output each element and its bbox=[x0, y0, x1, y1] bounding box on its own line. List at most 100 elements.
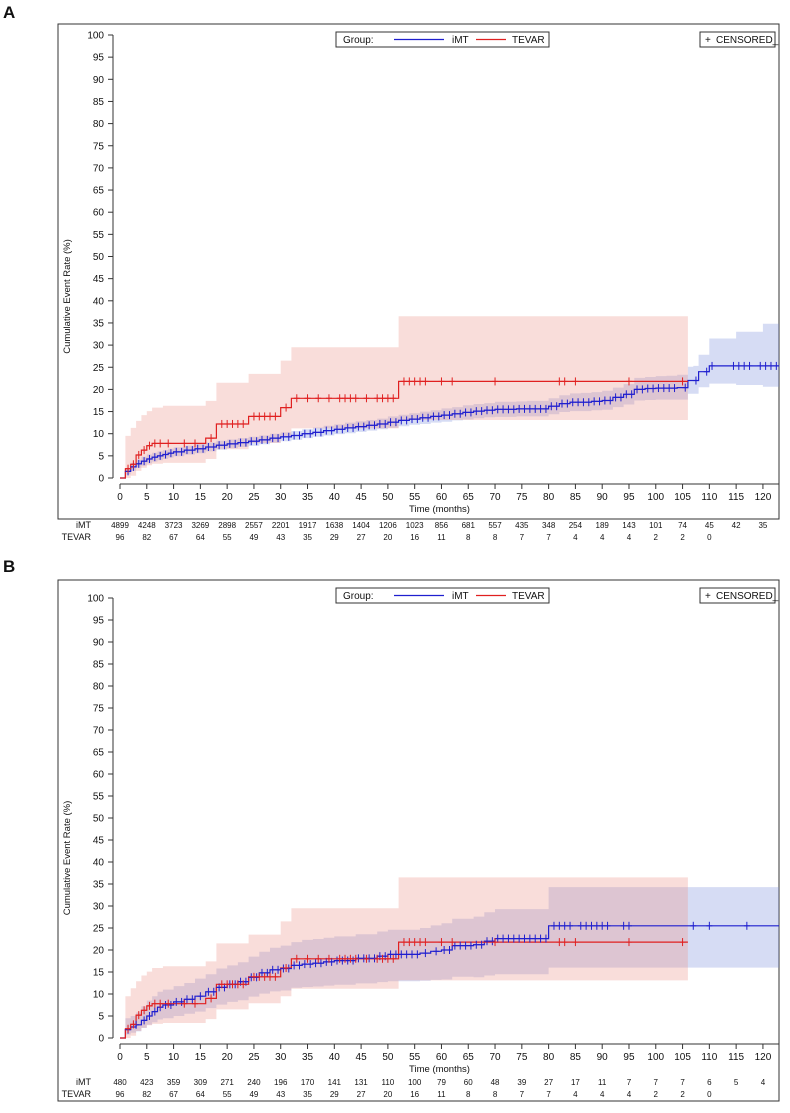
censor-mark-imt bbox=[478, 940, 485, 949]
censor-mark-imt bbox=[644, 384, 651, 393]
censor-mark-imt bbox=[194, 444, 201, 453]
risk-count: 2 bbox=[654, 533, 659, 542]
censor-mark-tevar bbox=[234, 419, 241, 428]
censor-mark-imt bbox=[157, 451, 164, 460]
risk-count: 49 bbox=[249, 1090, 258, 1099]
risk-count: 20 bbox=[383, 533, 392, 542]
y-tick-label: 95 bbox=[93, 616, 105, 627]
risk-count: 4 bbox=[761, 1078, 766, 1087]
legend-group-label: Group: bbox=[343, 591, 374, 602]
x-tick-label: 65 bbox=[463, 492, 475, 503]
censor-mark-imt bbox=[561, 921, 568, 930]
panel-a-letter: A bbox=[3, 3, 16, 22]
censor-mark-imt bbox=[500, 934, 507, 943]
censor-mark-imt bbox=[173, 997, 180, 1006]
censor-mark-imt bbox=[467, 408, 474, 417]
y-tick-label: 30 bbox=[93, 902, 105, 913]
x-tick-label: 120 bbox=[755, 492, 772, 503]
censor-mark-tevar bbox=[352, 394, 359, 403]
risk-count: 131 bbox=[354, 1078, 368, 1087]
censor-mark-imt bbox=[550, 921, 557, 930]
censor-mark-imt bbox=[264, 435, 271, 444]
risk-count: 67 bbox=[169, 1090, 178, 1099]
censor-mark-imt bbox=[323, 426, 330, 435]
x-tick-label: 105 bbox=[674, 1052, 691, 1063]
censor-mark-imt bbox=[650, 384, 657, 393]
censor-mark-imt bbox=[422, 949, 429, 958]
censor-mark-imt bbox=[510, 934, 517, 943]
risk-count: 3269 bbox=[191, 521, 209, 530]
censor-mark-tevar bbox=[384, 954, 391, 963]
censor-mark-imt bbox=[489, 406, 496, 415]
censor-mark-tevar bbox=[561, 377, 568, 386]
risk-count: 7 bbox=[680, 1078, 685, 1087]
censor-mark-imt bbox=[355, 422, 362, 431]
censor-mark-imt bbox=[634, 385, 641, 394]
censor-mark-imt bbox=[205, 442, 212, 451]
censor-mark-tevar bbox=[250, 412, 257, 421]
risk-count: 2 bbox=[654, 1090, 659, 1099]
censor-mark-tevar bbox=[267, 972, 274, 981]
censor-mark-tevar bbox=[181, 999, 188, 1008]
censor-mark-tevar bbox=[363, 954, 370, 963]
censor-mark-tevar bbox=[256, 972, 263, 981]
censor-mark-tevar bbox=[141, 1006, 148, 1015]
censor-mark-imt bbox=[484, 406, 491, 415]
censor-mark-tevar bbox=[390, 394, 397, 403]
censor-mark-imt bbox=[425, 413, 432, 422]
censor-mark-tevar bbox=[146, 1001, 153, 1010]
censor-mark-tevar bbox=[556, 377, 563, 386]
censor-mark-imt bbox=[167, 449, 174, 458]
risk-count: 681 bbox=[462, 521, 476, 530]
risk-count: 74 bbox=[678, 521, 687, 530]
x-tick-label: 70 bbox=[489, 1052, 501, 1063]
censor-mark-tevar bbox=[135, 1011, 142, 1020]
risk-count: 27 bbox=[357, 1090, 366, 1099]
censor-mark-imt bbox=[419, 413, 426, 422]
legend: Group: iMT TEVAR bbox=[335, 587, 550, 604]
censor-mark-imt bbox=[484, 937, 491, 946]
censor-mark-imt bbox=[500, 405, 507, 414]
censor-mark-tevar bbox=[293, 394, 300, 403]
risk-count: 42 bbox=[732, 521, 741, 530]
y-tick-label: 35 bbox=[93, 318, 105, 329]
risk-count: 4 bbox=[600, 533, 605, 542]
panel-b-letter: B bbox=[3, 557, 16, 576]
censor-mark-imt bbox=[585, 398, 592, 407]
risk-count: 2201 bbox=[272, 521, 290, 530]
censor-mark-imt bbox=[200, 444, 207, 453]
censor-mark-tevar bbox=[146, 441, 153, 450]
risk-count: 29 bbox=[330, 533, 339, 542]
x-tick-label: 10 bbox=[168, 1052, 180, 1063]
censor-mark-imt bbox=[591, 397, 598, 406]
censor-mark-imt bbox=[577, 921, 584, 930]
censor-mark-imt bbox=[146, 454, 153, 463]
risk-count: 55 bbox=[223, 1090, 232, 1099]
censored-legend-label: CENSORED_ bbox=[716, 591, 779, 602]
censor-mark-tevar bbox=[400, 377, 407, 386]
censor-mark-tevar bbox=[325, 954, 332, 963]
censor-mark-imt bbox=[333, 425, 340, 434]
censor-mark-imt bbox=[489, 937, 496, 946]
censor-mark-imt bbox=[548, 402, 555, 411]
censor-mark-tevar bbox=[125, 1024, 132, 1033]
censor-mark-imt bbox=[291, 431, 298, 440]
y-tick-label: 0 bbox=[98, 474, 104, 485]
censor-mark-tevar bbox=[336, 394, 343, 403]
x-axis-label: Time (months) bbox=[409, 1064, 470, 1075]
y-tick-label: 80 bbox=[93, 682, 105, 693]
censor-mark-imt bbox=[339, 425, 346, 434]
censor-mark-imt bbox=[542, 404, 549, 413]
legend: Group: iMT TEVAR bbox=[335, 31, 550, 48]
x-tick-label: 120 bbox=[755, 1052, 772, 1063]
ci-band-tevar bbox=[120, 877, 688, 1038]
censor-mark-imt bbox=[183, 446, 190, 455]
y-tick-label: 70 bbox=[93, 726, 105, 737]
x-tick-label: 95 bbox=[623, 1052, 635, 1063]
y-tick-label: 80 bbox=[93, 119, 105, 130]
censor-mark-imt bbox=[735, 361, 742, 370]
censor-mark-imt bbox=[617, 393, 624, 402]
censored-legend-symbol: + bbox=[705, 591, 711, 602]
censor-mark-imt bbox=[682, 383, 689, 392]
censor-mark-imt bbox=[296, 961, 303, 970]
